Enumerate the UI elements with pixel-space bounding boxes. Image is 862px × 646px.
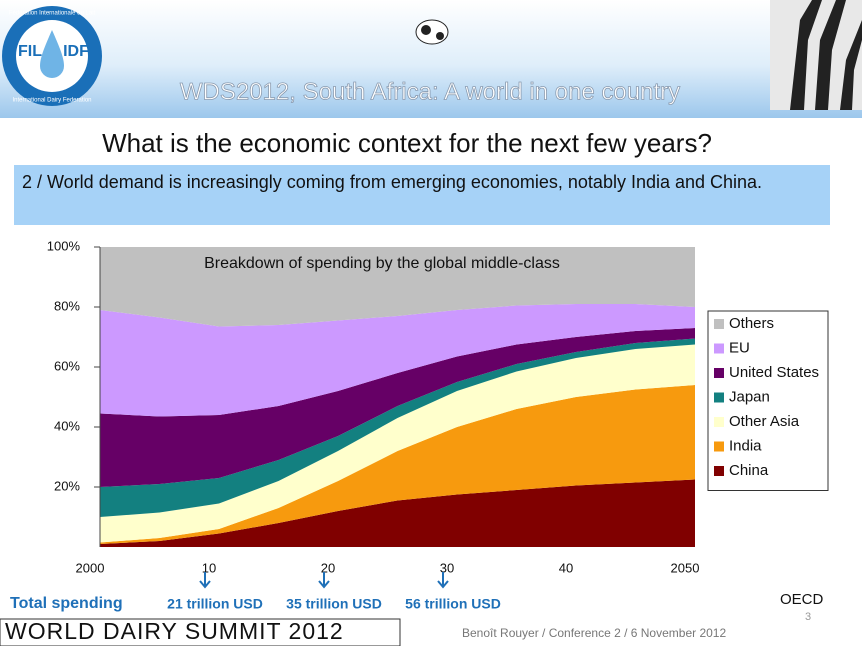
legend-box <box>707 310 829 491</box>
legend-label: United States <box>729 364 819 381</box>
total-value: 35 trillion USD <box>286 596 382 612</box>
logo-ring-text: International Dairy Federation <box>12 98 91 104</box>
x-tick-label: 2050 <box>671 560 700 575</box>
zebra <box>770 0 862 110</box>
legend-label: Other Asia <box>729 413 800 430</box>
logo: FIL IDF Fédération Internationale du Lai… <box>2 6 102 106</box>
x-tick-label: 20 <box>321 560 335 575</box>
footer-box <box>0 618 401 646</box>
area <box>100 479 695 547</box>
logo-text: FIL <box>18 43 42 60</box>
arrow <box>318 572 330 589</box>
legend-label: India <box>729 437 762 454</box>
banner-title: WDS2012, South Africa: A world in one co… <box>180 78 680 105</box>
area <box>100 247 695 327</box>
x-tick-label: 30 <box>440 560 454 575</box>
x-tick-label: 2000 <box>76 560 105 575</box>
footer-right: Benoît Rouyer / Conference 2 / 6 Novembe… <box>462 626 726 640</box>
legend-swatch <box>714 319 724 329</box>
subheading-box <box>14 165 830 225</box>
legend-swatch <box>714 466 724 476</box>
legend-swatch <box>714 417 724 427</box>
legend-label: EU <box>729 339 750 356</box>
legend-label: China <box>729 462 769 479</box>
x-tick-label: 10 <box>202 560 216 575</box>
legend-swatch <box>714 392 724 403</box>
total-label: Total spending <box>10 595 123 612</box>
chart-title: Breakdown of spending by the global midd… <box>204 255 560 272</box>
legend-swatch <box>714 343 724 354</box>
legend-label: Japan <box>729 388 770 405</box>
subheading: 2 / World demand is increasingly coming … <box>22 172 763 192</box>
y-tick-label: 60% <box>54 358 80 373</box>
arrow <box>437 572 449 589</box>
legend-swatch <box>714 441 724 452</box>
y-tick-label: 40% <box>54 418 80 433</box>
subheading-wrap: 2 / World demand is increasingly coming … <box>22 172 763 192</box>
page-number: 3 <box>805 611 811 623</box>
y-tick-label: 100% <box>47 238 81 253</box>
cow-logo <box>415 19 449 45</box>
plot: 20% 40% 60% 80% 100% 2000 10 20 30 40 2050 Others EU… <box>47 238 829 575</box>
x-tick-label: 40 <box>559 560 573 575</box>
logo-ring-text: Fédération Internationale du Lait <box>9 11 96 17</box>
total-value: 56 trillion USD <box>405 596 501 612</box>
source: OECD <box>780 591 824 608</box>
area <box>100 328 695 487</box>
y-tick-label: 20% <box>54 478 80 493</box>
legend-label: Others <box>729 315 774 332</box>
y-tick-label: 80% <box>54 298 80 313</box>
arrow <box>199 572 211 589</box>
area <box>100 344 695 543</box>
footer-left: WORLD DAIRY SUMMIT 2012 <box>5 618 344 644</box>
area <box>100 338 695 517</box>
legend-swatch <box>714 368 724 378</box>
area <box>100 304 695 417</box>
logo-text: IDF <box>63 43 89 60</box>
area <box>100 385 695 544</box>
heading: What is the economic context for the nex… <box>102 128 712 158</box>
total-value: 21 trillion USD <box>167 596 263 612</box>
